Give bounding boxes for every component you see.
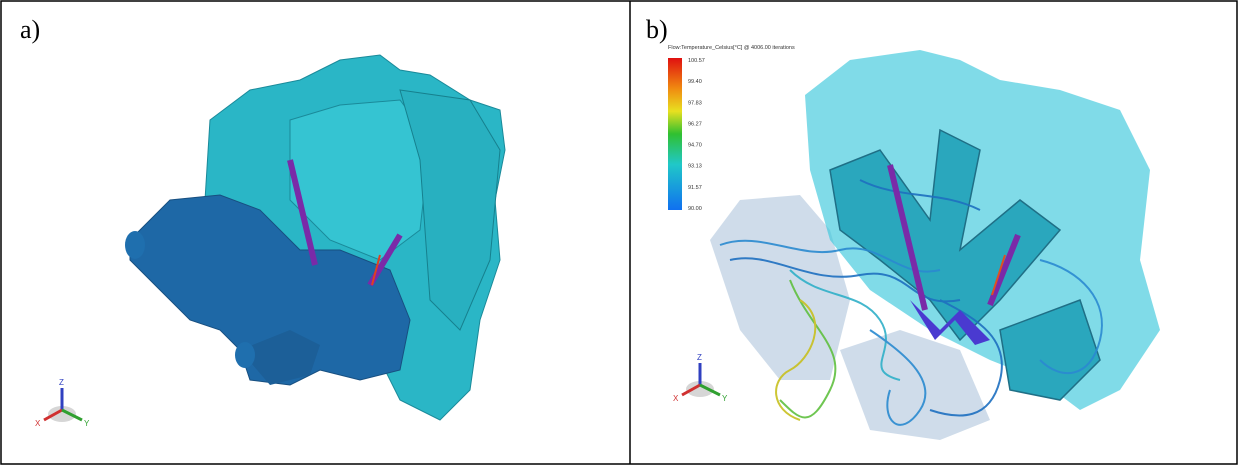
legend-label: 99.40 bbox=[688, 79, 702, 85]
color-bar bbox=[668, 58, 682, 210]
legend-label: 94.70 bbox=[688, 143, 702, 149]
panel-label: b) bbox=[646, 15, 668, 44]
legend-label: 100.57 bbox=[688, 58, 705, 64]
legend-title: Flow:Temperature_Celsius[°C] @ 4006.00 i… bbox=[668, 45, 795, 51]
axis-triad: Z X Y bbox=[35, 378, 90, 428]
legend-label: 90.00 bbox=[688, 206, 702, 212]
flow-model bbox=[710, 50, 1160, 440]
legend-label: 96.27 bbox=[688, 121, 702, 127]
axis-triad: Z X Y bbox=[673, 353, 728, 403]
axis-label: X bbox=[673, 394, 679, 403]
panel-a: a) Z X Y bbox=[20, 15, 505, 428]
axis-label: Z bbox=[697, 353, 702, 362]
axis-label: Y bbox=[84, 419, 90, 428]
legend-label: 97.83 bbox=[688, 100, 702, 106]
axis-label: Z bbox=[59, 378, 64, 387]
axis-label: Y bbox=[722, 394, 728, 403]
axis-label: X bbox=[35, 419, 41, 428]
legend-label: 93.13 bbox=[688, 164, 702, 170]
panel-b: b) Flow:Temperature_Celsius[°C] @ 4006.0… bbox=[646, 15, 1160, 440]
mesh-model bbox=[125, 55, 505, 420]
panel-label: a) bbox=[20, 15, 40, 44]
legend-label: 91.57 bbox=[688, 185, 702, 191]
figure: a) Z X Y b) Flow:Temperature_Celsius[°C]… bbox=[0, 0, 1239, 466]
